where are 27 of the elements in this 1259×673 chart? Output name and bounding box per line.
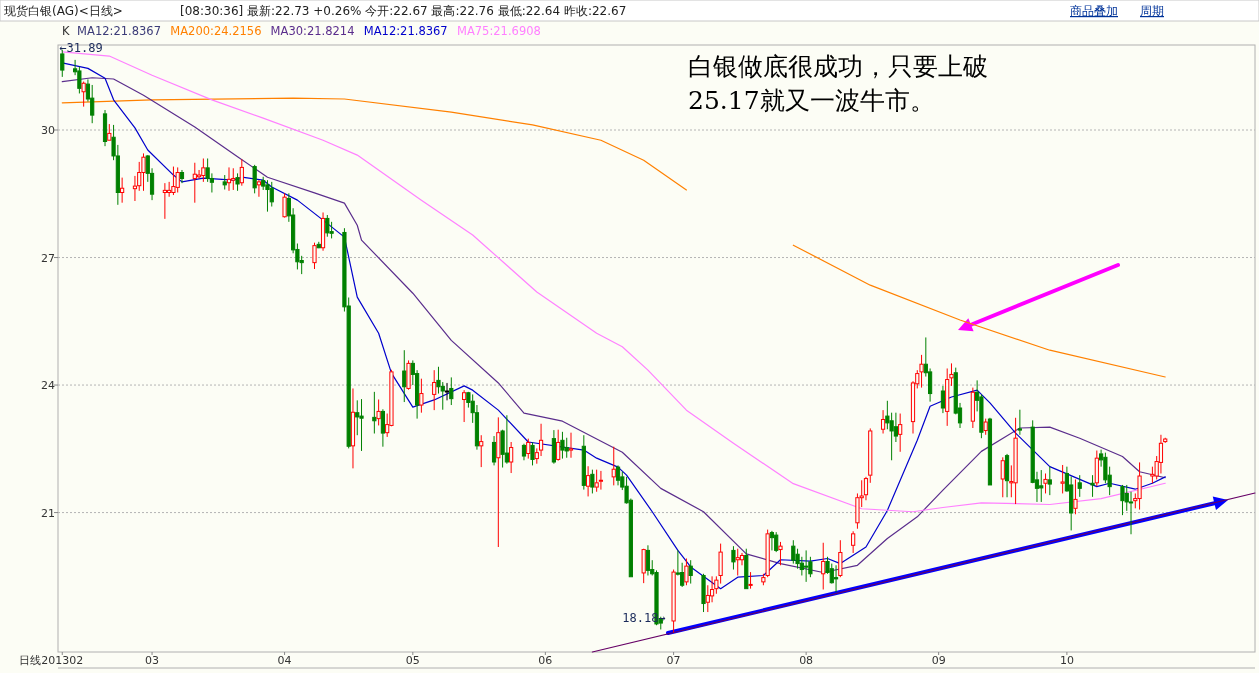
- chart-title: 现货白银(AG)<日线>: [4, 4, 123, 18]
- y-tick-label: 27: [41, 251, 55, 265]
- x-tick-label: 07: [666, 654, 681, 667]
- annotation: 白银做底很成功，只要上破 25.17就又一波牛市。: [688, 52, 988, 115]
- y-tick-label: 21: [41, 506, 55, 520]
- text: MA12:21.8367: [363, 24, 448, 38]
- x-tick-label: 03: [145, 654, 160, 667]
- x-tick-label: 09: [931, 654, 946, 667]
- x-tick-label: 10: [1059, 654, 1074, 667]
- line-series: [61, 51, 1166, 513]
- x-tick-label: 201302: [41, 654, 84, 667]
- x-axis-title: 日线: [19, 654, 41, 667]
- y-tick-label: 30: [41, 124, 55, 138]
- text: MA12:21.8367: [77, 24, 161, 38]
- y-tick-label: 24: [41, 379, 55, 393]
- x-tick-label: 08: [799, 654, 814, 667]
- text: 周期: [1140, 4, 1164, 18]
- x-tick-label: 05: [405, 654, 420, 667]
- text: MA200:24.2156: [170, 24, 262, 38]
- text: 商品叠加: [1070, 4, 1118, 18]
- x-tick-label: 06: [538, 654, 553, 667]
- text: MA75:21.6908: [457, 24, 541, 38]
- chart-subtitle: [08:30:36] 最新:22.73 +0.26% 今开:22.67 最高:22.76 最低:22.64 昨收:22.67: [180, 4, 627, 18]
- legend-title: K: [62, 24, 70, 38]
- text: MA30:21.8214: [270, 24, 355, 38]
- annotation: ←31.89: [59, 40, 103, 55]
- x-tick-label: 04: [277, 654, 292, 667]
